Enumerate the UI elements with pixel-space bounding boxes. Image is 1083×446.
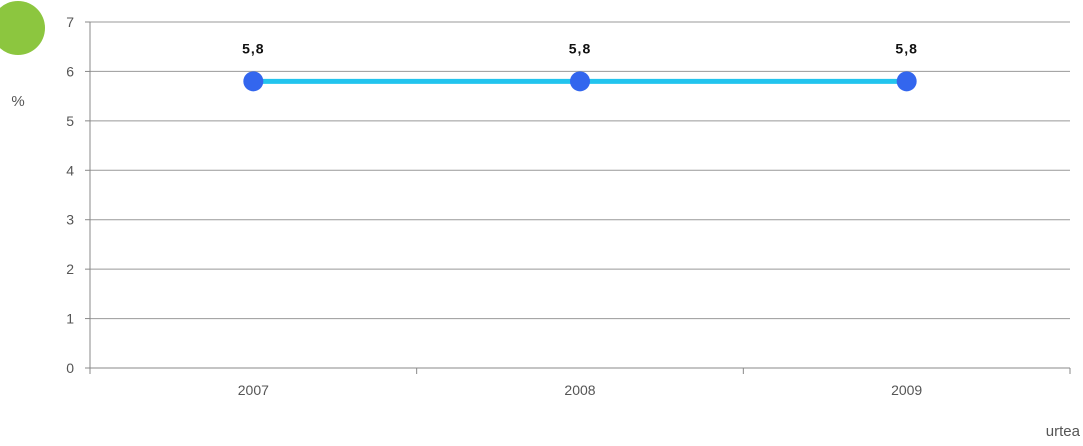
data-point <box>570 71 590 92</box>
y-tick-label: 2 <box>66 261 74 277</box>
brand-badge-icon <box>0 1 45 55</box>
x-tick-label: 2008 <box>564 382 595 398</box>
x-tick-label: 2009 <box>891 382 922 398</box>
data-point <box>243 71 264 92</box>
grid-lines <box>90 21 1070 320</box>
y-tick-label: 7 <box>66 14 74 30</box>
data-labels: 5,8 5,8 5,8 <box>242 40 917 56</box>
y-axis-unit-label: % <box>11 93 24 110</box>
data-points <box>243 71 917 92</box>
y-tick-label: 5 <box>66 113 74 129</box>
data-label: 5,8 <box>569 40 591 56</box>
x-axis-unit-label: urtea <box>1046 423 1081 440</box>
data-label: 5,8 <box>895 40 917 56</box>
tick-labels: 0 1 2 3 4 5 6 7 2007 2008 2009 <box>66 14 922 398</box>
axes <box>85 21 1071 374</box>
y-tick-label: 1 <box>66 311 74 327</box>
x-tick-label: 2007 <box>238 382 269 398</box>
data-point <box>896 71 917 92</box>
y-tick-label: 0 <box>66 360 74 376</box>
data-label: 5,8 <box>242 40 264 56</box>
y-tick-label: 3 <box>66 212 74 228</box>
y-tick-label: 6 <box>66 63 74 79</box>
y-tick-label: 4 <box>66 162 74 178</box>
